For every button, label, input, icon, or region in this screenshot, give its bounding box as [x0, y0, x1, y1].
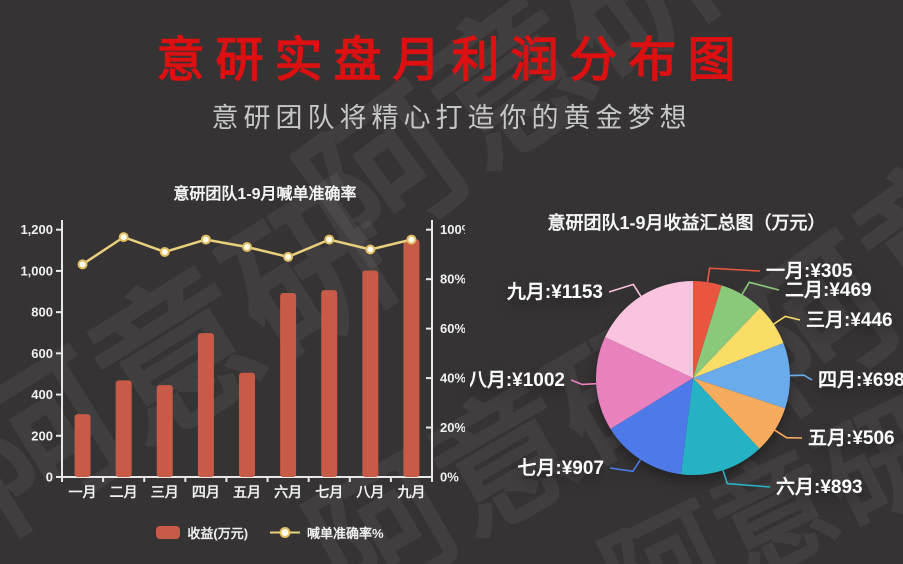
left-axis-tick-label: 600 [31, 346, 53, 361]
accuracy-line-marker [283, 251, 294, 262]
pie-label-leader [706, 267, 761, 283]
accuracy-line-marker [324, 234, 335, 245]
x-axis-category-label: 四月 [192, 484, 220, 500]
revenue-bar [197, 333, 214, 477]
pie-label-leader [774, 429, 803, 439]
x-axis-category-label: 一月 [69, 484, 97, 500]
pie-label: 九月:¥1153 [506, 281, 603, 303]
pie-label: 五月:¥506 [808, 428, 895, 449]
x-axis-category-label: 八月 [355, 484, 384, 500]
x-axis-category-label: 五月 [233, 484, 261, 500]
left-axis-tick-label: 0 [46, 470, 53, 485]
left-axis-tick-label: 200 [31, 428, 53, 443]
pie-label: 八月:¥1002 [470, 370, 565, 391]
accuracy-line-marker [365, 244, 376, 255]
revenue-bar [74, 414, 91, 477]
pie-label-leader [609, 459, 642, 473]
pie-label: 七月:¥907 [517, 457, 604, 479]
revenue-bar [156, 385, 173, 477]
left-axis-tick-label: 800 [31, 305, 53, 320]
pie-slice [693, 343, 790, 409]
accuracy-line-marker [118, 232, 129, 243]
x-axis-category-label: 九月 [396, 484, 425, 500]
pie-label: 二月:¥469 [785, 280, 872, 301]
x-axis-category-label: 二月 [110, 484, 138, 500]
accuracy-line-marker [77, 259, 88, 270]
pie-slice [610, 378, 693, 475]
pie-chart-title: 意研团队1-9月收益汇总图（万元） [547, 213, 826, 233]
left-axis-tick-label: 400 [31, 387, 53, 402]
right-axis-tick-label: 80% [440, 272, 465, 287]
x-axis-category-label: 三月 [151, 484, 179, 500]
right-axis-tick-label: 100% [440, 222, 465, 237]
revenue-bar [239, 372, 255, 477]
pie-label-leader [570, 379, 597, 386]
legend-item-accuracy: 喊单准确率% [270, 523, 384, 542]
pie-slice [605, 281, 693, 378]
pie-label-leader [789, 374, 813, 381]
accuracy-line-marker [406, 234, 417, 245]
pie-slice [693, 285, 760, 378]
revenue-bar [403, 239, 420, 477]
right-axis-tick-label: 0% [440, 470, 459, 485]
right-axis-tick-label: 60% [440, 321, 465, 336]
legend-label-revenue: 收益(万元) [187, 526, 249, 541]
accuracy-line-marker [159, 246, 170, 257]
left-axis-tick-label: 1,200 [20, 222, 53, 237]
pie-slice [693, 281, 722, 378]
pie-label: 六月:¥893 [776, 475, 863, 498]
revenue-bar [362, 270, 379, 477]
accuracy-line-marker [242, 242, 252, 253]
bar-series-swatch-icon [156, 526, 181, 539]
pie-slice [596, 337, 693, 429]
revenue-bar [115, 380, 132, 477]
legend-label-accuracy: 喊单准确率% [307, 526, 384, 541]
main-title: 意研实盘月利润分布图 [156, 32, 747, 88]
pie-label: 四月:¥698 [818, 370, 903, 391]
pie-label-leader [722, 470, 771, 488]
accuracy-line-marker [200, 234, 211, 245]
x-axis-category-label: 六月 [274, 484, 302, 500]
line-series-swatch-icon [270, 527, 301, 538]
pie-slice [680, 378, 760, 475]
subtitle: 意研团队将精心打造你的黄金梦想 [211, 103, 692, 134]
pie-label: 三月:¥446 [806, 310, 893, 331]
right-axis-tick-label: 20% [440, 420, 465, 435]
left-axis-tick-label: 1,000 [20, 263, 53, 278]
combo-chart: 0 200 400 600 800 1,000 1,200 0% 20% 40% 60% 80% 100… [20, 220, 465, 500]
pie-label: 一月:¥305 [766, 261, 853, 282]
pie-label-leader [773, 315, 801, 325]
right-axis-tick-label: 40% [440, 371, 465, 386]
revenue-bar [280, 292, 297, 477]
revenue-bar [321, 290, 338, 477]
legend-item-revenue: 收益(万元) [156, 523, 248, 542]
pie-label-leader [608, 283, 642, 297]
legend: 收益(万元) 喊单准确率% [85, 523, 455, 542]
pie-slice [693, 307, 784, 378]
x-axis-category-label: 七月 [315, 484, 343, 500]
pie-label-leader [741, 281, 780, 295]
pie-slice [693, 378, 786, 449]
combo-chart-title: 意研团队1-9月喊单准确率 [173, 186, 357, 203]
